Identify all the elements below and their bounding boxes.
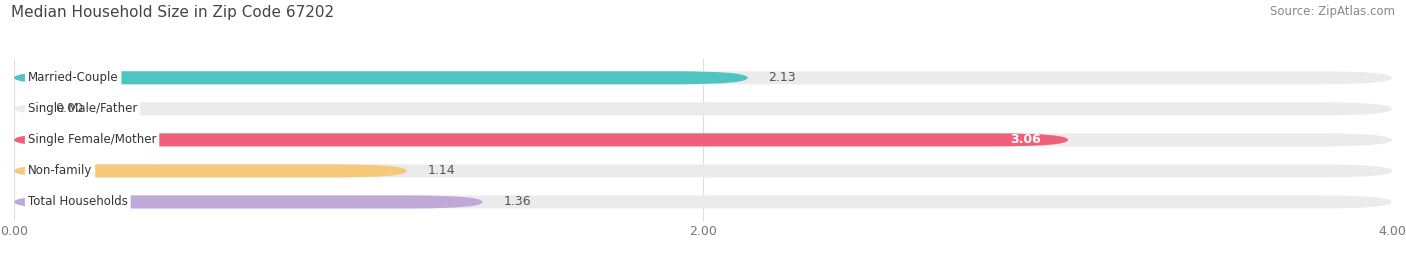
Text: Married-Couple: Married-Couple	[28, 71, 118, 84]
FancyBboxPatch shape	[14, 71, 1392, 84]
FancyBboxPatch shape	[14, 133, 1392, 146]
FancyBboxPatch shape	[14, 164, 1392, 178]
Text: Single Female/Mother: Single Female/Mother	[28, 133, 156, 146]
Text: 1.14: 1.14	[427, 164, 456, 178]
Text: Non-family: Non-family	[28, 164, 93, 178]
FancyBboxPatch shape	[14, 102, 1392, 115]
Text: 0.00: 0.00	[55, 102, 83, 115]
FancyBboxPatch shape	[14, 196, 482, 208]
Text: Source: ZipAtlas.com: Source: ZipAtlas.com	[1270, 5, 1395, 18]
FancyBboxPatch shape	[14, 196, 1392, 208]
FancyBboxPatch shape	[14, 164, 406, 178]
FancyBboxPatch shape	[14, 133, 1069, 146]
FancyBboxPatch shape	[14, 71, 748, 84]
Text: Total Households: Total Households	[28, 196, 128, 208]
Text: 3.06: 3.06	[1010, 133, 1040, 146]
Text: Single Male/Father: Single Male/Father	[28, 102, 138, 115]
Text: 2.13: 2.13	[769, 71, 796, 84]
Text: Median Household Size in Zip Code 67202: Median Household Size in Zip Code 67202	[11, 5, 335, 20]
Text: 1.36: 1.36	[503, 196, 531, 208]
